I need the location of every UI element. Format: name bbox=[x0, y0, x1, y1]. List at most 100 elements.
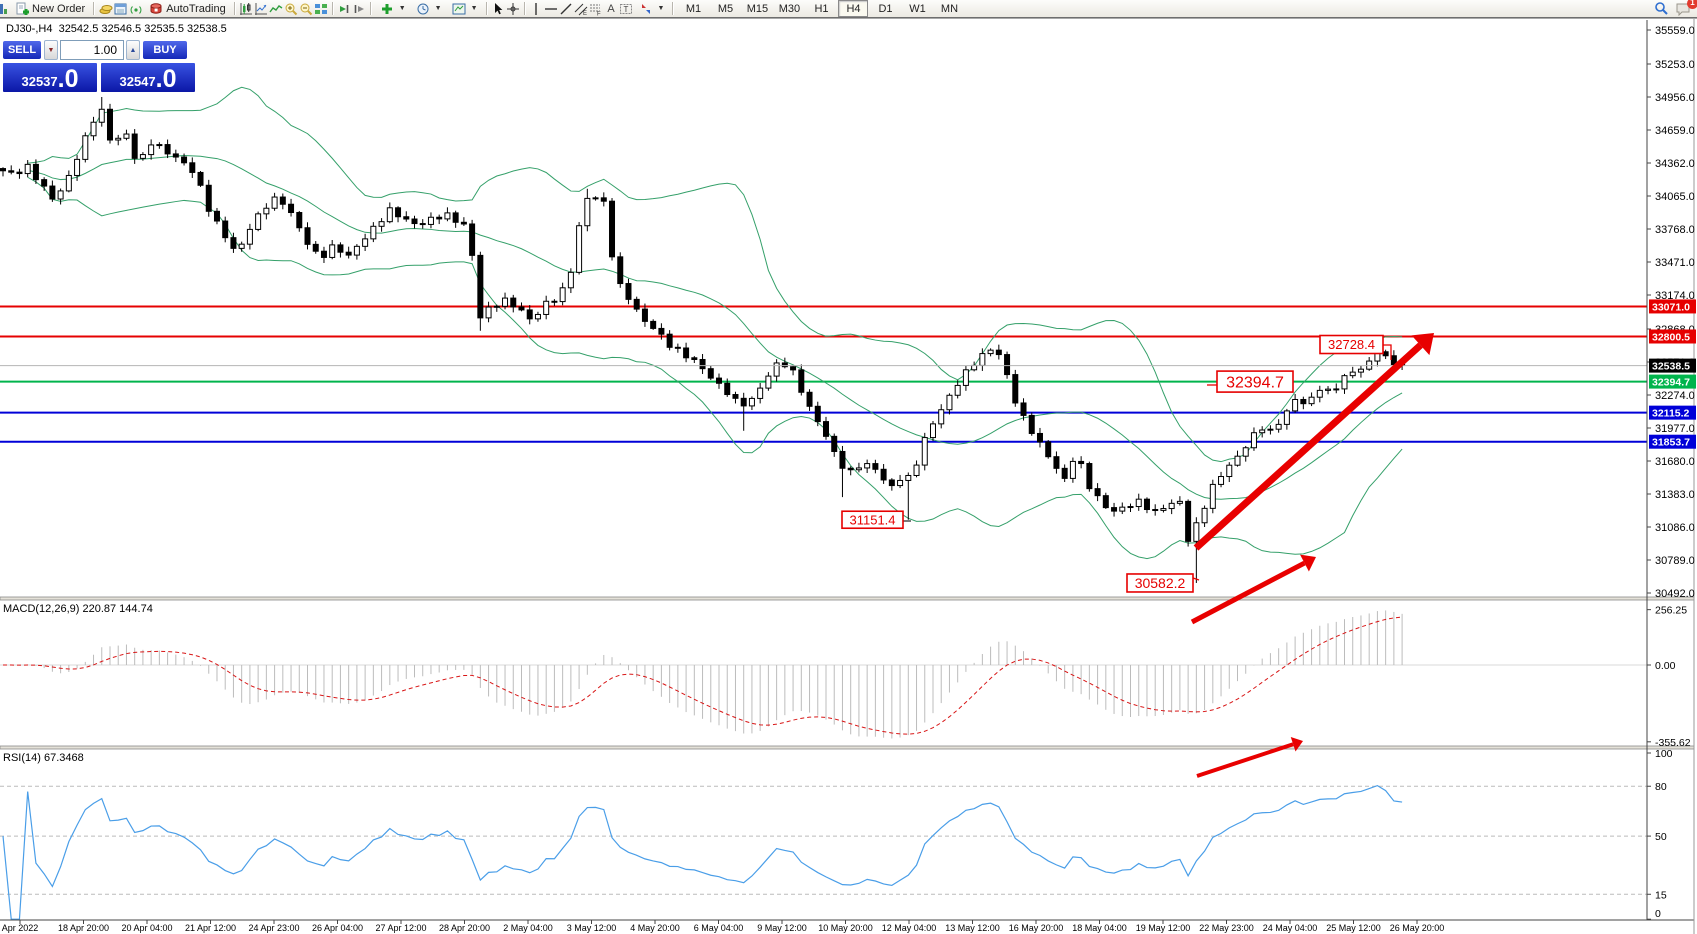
candle-body bbox=[197, 171, 204, 186]
time-tick-label: 2 May 04:00 bbox=[503, 923, 553, 933]
svg-text:T: T bbox=[624, 5, 629, 14]
candle-body bbox=[1119, 506, 1126, 512]
crosshair-icon[interactable] bbox=[506, 2, 521, 16]
candle-body bbox=[477, 254, 484, 319]
timeframe-M1[interactable]: M1 bbox=[685, 2, 702, 15]
candle-body bbox=[419, 223, 426, 226]
volume-increase-button[interactable]: ▲ bbox=[126, 40, 140, 60]
timeframe-M30[interactable]: M30 bbox=[778, 2, 801, 15]
timeframe-M5[interactable]: M5 bbox=[717, 2, 734, 15]
trendline-icon[interactable] bbox=[559, 2, 574, 16]
candle-body bbox=[1078, 460, 1085, 465]
time-tick-label: 12 May 04:00 bbox=[882, 923, 937, 933]
trend-arrow[interactable] bbox=[1193, 342, 1423, 551]
timeframe-M15[interactable]: M15 bbox=[746, 2, 769, 15]
charts-icon[interactable] bbox=[0, 2, 9, 16]
fibonacci-icon[interactable]: F bbox=[589, 2, 604, 16]
annotation-connector bbox=[1383, 344, 1392, 360]
zoom-in-icon[interactable] bbox=[284, 2, 299, 16]
data-window-icon[interactable] bbox=[113, 2, 128, 16]
trend-arrow[interactable] bbox=[1196, 742, 1294, 778]
annotation-box-30582.2[interactable] bbox=[1126, 573, 1194, 593]
candle-body bbox=[386, 207, 393, 223]
line-chart-icon[interactable] bbox=[269, 2, 284, 16]
separator bbox=[523, 2, 526, 15]
search-icon[interactable] bbox=[1654, 2, 1669, 16]
time-axis[interactable]: Apr 2022 18 Apr 20:00 20 Apr 04:00 21 Apr 1… bbox=[2, 920, 1445, 933]
annotation-box-31151.4[interactable] bbox=[841, 510, 904, 530]
chart-area[interactable]: 35559.0 35253.0 34956.0 34659.0 34362.0 34065… bbox=[0, 19, 1697, 934]
templates-button[interactable]: ▼ bbox=[447, 0, 483, 17]
time-tick-label: 26 Apr 04:00 bbox=[312, 923, 363, 933]
cursor-icon[interactable] bbox=[491, 2, 506, 16]
text-label-icon[interactable]: T bbox=[619, 2, 634, 16]
candle-body bbox=[41, 179, 48, 187]
candle-body bbox=[427, 216, 434, 225]
volume-decrease-button[interactable]: ▼ bbox=[44, 40, 58, 60]
candle-body bbox=[1390, 355, 1397, 366]
panel-splitter[interactable] bbox=[0, 596, 1695, 601]
annotations[interactable]: 32728.4 32394.7 31151.4 30582.2 bbox=[841, 333, 1434, 778]
trend-arrow[interactable] bbox=[1190, 560, 1306, 625]
candle-body bbox=[502, 297, 509, 307]
timeframe-D1[interactable]: D1 bbox=[878, 2, 893, 15]
time-tick-label: 19 May 12:00 bbox=[1136, 923, 1191, 933]
candle-body bbox=[131, 133, 138, 159]
candle-body bbox=[1069, 460, 1076, 479]
periods-button[interactable]: ▼ bbox=[411, 0, 447, 17]
new-order-button[interactable]: New Order bbox=[9, 0, 90, 17]
chart-shift-icon[interactable] bbox=[352, 2, 367, 16]
candle-body bbox=[872, 463, 879, 470]
candle-body bbox=[148, 144, 155, 156]
auto-scroll-icon[interactable] bbox=[337, 2, 352, 16]
timeframe-W1[interactable]: W1 bbox=[909, 2, 926, 15]
candle-body bbox=[1028, 414, 1035, 434]
separator bbox=[369, 2, 372, 15]
annotation-box-32728.4[interactable] bbox=[1319, 334, 1384, 355]
candle-body bbox=[880, 468, 887, 481]
indicators-button[interactable]: ▼ bbox=[375, 0, 411, 17]
macd-tick-label: 0.00 bbox=[1655, 660, 1676, 672]
volume-input[interactable] bbox=[60, 40, 124, 60]
sell-price-display[interactable]: 32537.0 bbox=[2, 62, 98, 93]
candle-body bbox=[320, 250, 327, 258]
time-tick-label: 26 May 20:00 bbox=[1390, 923, 1445, 933]
horizontal-line-icon[interactable] bbox=[544, 2, 559, 16]
macd-tick-label: -355.62 bbox=[1655, 737, 1691, 749]
autotrading-button[interactable]: AutoTrading bbox=[143, 0, 231, 17]
arrows-button[interactable]: ▼ bbox=[634, 0, 670, 17]
vertical-line-icon[interactable] bbox=[529, 2, 544, 16]
rsi-tick-label: 0 bbox=[1655, 908, 1661, 920]
candle-body bbox=[460, 221, 467, 225]
time-tick-label: 22 May 23:00 bbox=[1199, 923, 1254, 933]
annotation-box-32394.7[interactable] bbox=[1216, 370, 1294, 393]
timeframe-H4[interactable]: H4 bbox=[838, 0, 869, 17]
panel-splitter[interactable] bbox=[0, 745, 1695, 750]
signal-icon[interactable] bbox=[128, 2, 143, 16]
new-order-label: New Order bbox=[32, 2, 86, 15]
candle-body bbox=[831, 435, 838, 452]
text-icon[interactable]: A bbox=[607, 2, 615, 15]
tile-windows-icon[interactable] bbox=[314, 2, 329, 16]
separator bbox=[485, 2, 488, 15]
price-axis[interactable]: 35559.0 35253.0 34956.0 34659.0 34362.0 34065… bbox=[0, 19, 1695, 934]
new-chart-icon[interactable] bbox=[239, 2, 254, 16]
channel-icon[interactable]: E bbox=[574, 2, 589, 16]
timeframe-MN[interactable]: MN bbox=[940, 2, 959, 15]
candle-body bbox=[1357, 368, 1364, 373]
sell-button[interactable]: SELL bbox=[2, 40, 42, 60]
candle-body bbox=[1234, 455, 1241, 466]
zoom-out-icon[interactable] bbox=[299, 2, 314, 16]
buy-button[interactable]: BUY bbox=[142, 40, 188, 60]
buy-price-display[interactable]: 32547.0 bbox=[100, 62, 196, 93]
candle-body bbox=[1209, 483, 1216, 509]
candle-body bbox=[32, 163, 39, 181]
candle-body bbox=[1316, 389, 1323, 398]
candle-body bbox=[353, 245, 360, 256]
market-watch-icon[interactable] bbox=[98, 2, 113, 16]
timeframe-H1[interactable]: H1 bbox=[814, 2, 829, 15]
chat-icon[interactable]: 1 bbox=[1675, 0, 1697, 16]
profiles-icon[interactable] bbox=[254, 2, 269, 16]
candle-body bbox=[576, 225, 583, 273]
